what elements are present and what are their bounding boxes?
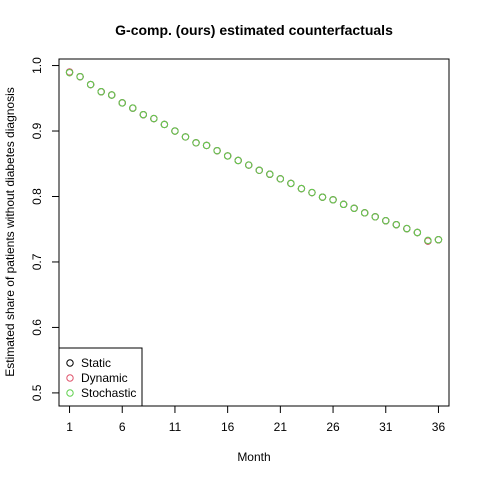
x-tick-label: 36 (432, 420, 446, 434)
plot-area: 1 6 11 16 21 26 31 360.50.60.70.80.91.0StaticDy… (30, 57, 450, 434)
data-point-stochastic (97, 88, 105, 96)
x-tick-label: 11 (169, 420, 182, 434)
data-point-stochastic (234, 156, 242, 165)
legend-label: Stochastic (81, 386, 136, 400)
data-point-stochastic (245, 161, 253, 169)
x-tick-label: 16 (221, 420, 235, 434)
legend-marker (66, 389, 74, 397)
data-point-stochastic (139, 110, 148, 119)
data-point-stochastic (213, 146, 221, 155)
y-tick-label: 0.9 (30, 122, 44, 139)
y-tick-label: 1.0 (30, 57, 44, 74)
data-point-stochastic (434, 236, 443, 244)
data-point-stochastic (150, 114, 158, 123)
legend-marker (66, 359, 74, 367)
data-point-stochastic (392, 220, 400, 229)
y-axis-label: Estimated share of patients without diab… (3, 87, 17, 377)
data-point-stochastic (276, 175, 285, 183)
plot-frame (58, 58, 450, 407)
data-point-stochastic (339, 200, 348, 209)
data-point-stochastic (329, 196, 337, 204)
data-point-stochastic (266, 170, 274, 178)
data-point-stochastic (297, 184, 306, 193)
data-point-stochastic (287, 179, 295, 188)
data-point-stochastic (202, 141, 211, 150)
data-point-stochastic (413, 228, 422, 237)
data-point-stochastic (129, 104, 137, 112)
x-tick-label: 31 (379, 420, 393, 434)
data-point-stochastic (424, 236, 432, 245)
y-tick-label: 0.8 (30, 188, 44, 205)
data-point-stochastic (118, 99, 126, 107)
data-point-stochastic (192, 139, 200, 147)
x-tick-label: 6 (119, 420, 126, 434)
data-point-stochastic (223, 152, 232, 160)
data-point-stochastic (86, 80, 95, 89)
data-point-stochastic (76, 72, 84, 81)
legend-marker (66, 374, 74, 382)
data-point-stochastic (371, 213, 379, 221)
y-tick-label: 0.7 (30, 253, 44, 270)
data-point-stochastic (255, 166, 263, 175)
legend-label: Dynamic (81, 371, 128, 385)
y-tick-label: 0.5 (30, 384, 44, 401)
data-point-stochastic (318, 193, 327, 201)
data-point-stochastic (360, 209, 369, 217)
data-point-stochastic (181, 133, 190, 141)
y-tick-label: 0.6 (30, 319, 44, 336)
data-point-stochastic (382, 217, 390, 225)
legend-label: Static (81, 356, 111, 370)
data-point-stochastic (403, 224, 411, 233)
data-point-stochastic (308, 188, 316, 197)
data-point-stochastic (65, 69, 74, 77)
x-tick-label: 26 (326, 420, 340, 434)
data-point-stochastic (160, 120, 169, 129)
x-tick-label: 1 (66, 420, 73, 434)
x-axis-label: Month (237, 450, 270, 464)
x-tick-label: 21 (274, 420, 288, 434)
chart-title: G-comp. (ours) estimated counterfactuals (115, 22, 393, 38)
data-point-stochastic (171, 127, 179, 135)
data-point-stochastic (350, 204, 358, 212)
data-point-stochastic (108, 91, 116, 99)
